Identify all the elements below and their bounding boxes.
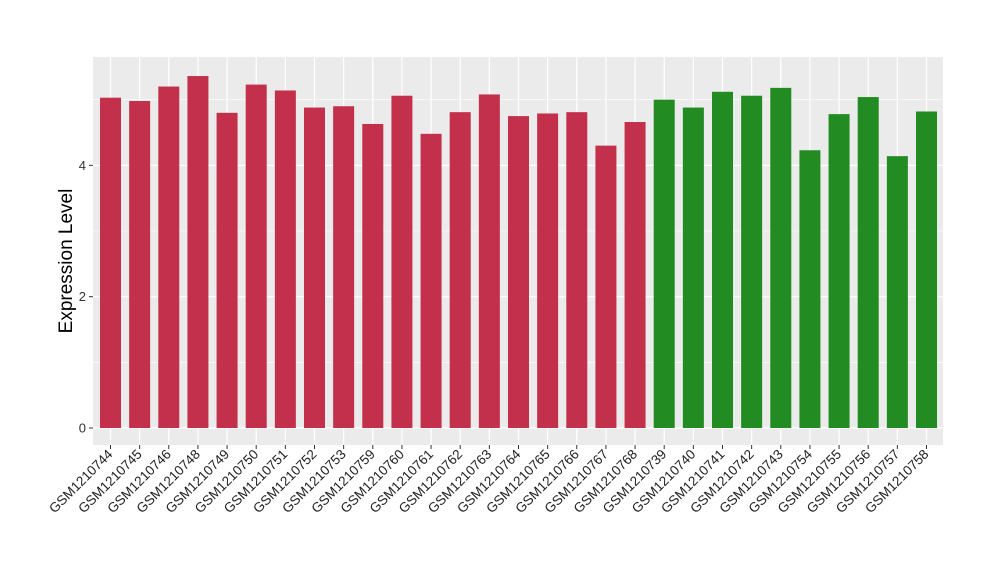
bar	[916, 111, 937, 428]
bar	[158, 86, 180, 428]
bar	[857, 97, 879, 428]
bar	[799, 150, 821, 428]
bar	[100, 97, 121, 429]
bar	[566, 112, 588, 428]
bars	[100, 76, 937, 429]
bar	[595, 145, 617, 429]
bar	[420, 133, 442, 429]
bar	[274, 90, 296, 428]
bar	[682, 107, 704, 428]
bar	[653, 99, 675, 428]
bar	[304, 107, 325, 428]
bar	[216, 112, 238, 429]
bar	[333, 106, 355, 428]
y-axis-title: Expression Level	[56, 189, 77, 334]
y-tick-label: 0	[79, 421, 86, 436]
bar	[449, 112, 471, 428]
bar	[537, 113, 559, 428]
bar	[886, 156, 908, 428]
bar	[245, 84, 267, 428]
bar	[508, 116, 529, 428]
y-tick-label: 4	[79, 158, 86, 173]
y-axis: 0 2 4	[79, 158, 93, 436]
y-tick-label: 2	[79, 289, 86, 304]
bar	[712, 91, 733, 429]
bar	[478, 94, 500, 429]
x-axis: GSM1210744GSM1210745GSM1210746GSM1210748…	[46, 445, 932, 516]
bar	[362, 123, 384, 428]
bar	[129, 100, 151, 428]
bar	[187, 76, 209, 428]
bar	[391, 95, 413, 429]
bar	[770, 87, 792, 429]
bar	[624, 122, 646, 428]
bar	[828, 114, 850, 428]
bar	[741, 95, 763, 429]
